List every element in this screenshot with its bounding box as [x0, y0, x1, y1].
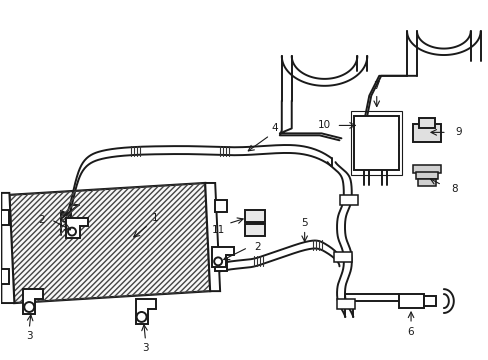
Bar	[418, 118, 434, 129]
Text: 11: 11	[211, 225, 224, 235]
Polygon shape	[1, 193, 14, 303]
Bar	[333, 252, 351, 262]
Bar	[417, 179, 435, 186]
Text: 3: 3	[142, 343, 148, 353]
Bar	[215, 200, 226, 212]
Bar	[336, 299, 354, 309]
Text: 4: 4	[271, 123, 278, 134]
Text: 5: 5	[301, 218, 307, 228]
Text: 10: 10	[317, 121, 330, 130]
Bar	[423, 296, 435, 306]
Bar	[1, 210, 9, 225]
Bar	[1, 269, 9, 284]
Polygon shape	[212, 247, 234, 267]
Text: 2: 2	[38, 215, 44, 225]
Polygon shape	[66, 218, 88, 238]
Text: 9: 9	[454, 127, 461, 138]
Text: 7: 7	[373, 81, 379, 91]
Text: 6: 6	[407, 327, 413, 337]
Bar	[412, 125, 440, 142]
Bar	[351, 111, 401, 175]
Bar	[415, 172, 437, 179]
Text: 1: 1	[152, 213, 159, 223]
Polygon shape	[205, 183, 220, 291]
Bar	[215, 260, 226, 271]
Polygon shape	[9, 183, 210, 303]
Bar	[339, 195, 357, 205]
Bar	[412, 165, 440, 173]
Polygon shape	[135, 299, 155, 324]
Bar	[398, 294, 423, 308]
Text: 8: 8	[450, 184, 457, 194]
Text: 2: 2	[254, 243, 261, 252]
Bar	[244, 224, 264, 235]
Polygon shape	[23, 289, 43, 314]
Bar	[354, 116, 398, 170]
Bar	[244, 210, 264, 222]
Text: 3: 3	[26, 331, 33, 341]
